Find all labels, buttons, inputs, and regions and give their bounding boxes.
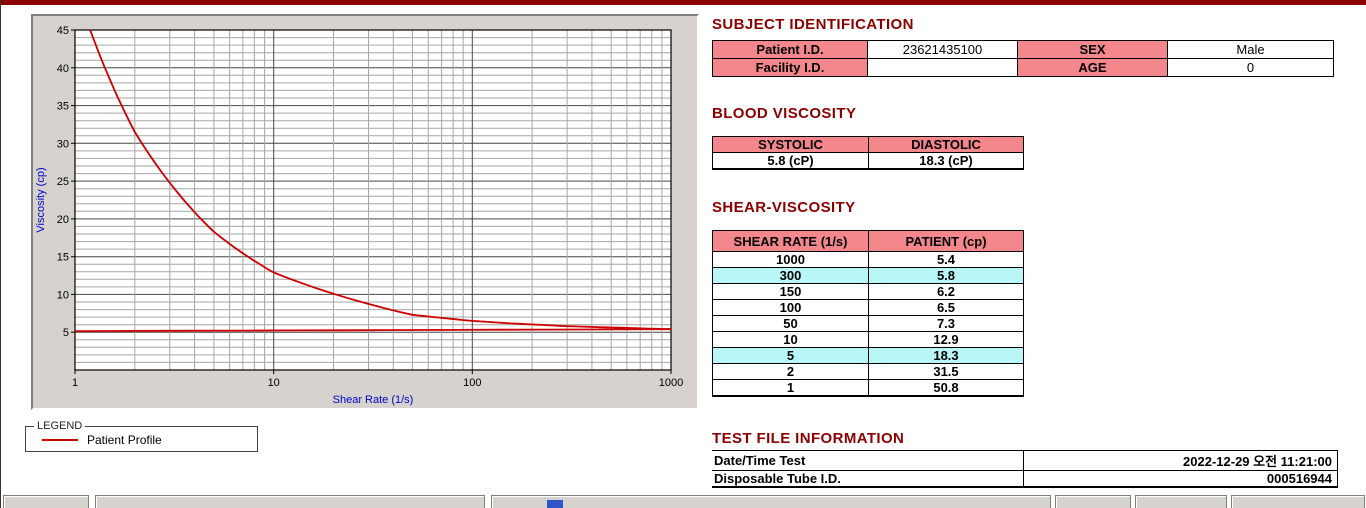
- chart-legend: LEGEND Patient Profile: [25, 420, 258, 452]
- shear-viscosity-title: SHEAR-VISCOSITY: [712, 199, 856, 216]
- table-row: Facility I.D. AGE 0: [712, 58, 1334, 77]
- table-row: Patient I.D. 23621435100 SEX Male: [712, 40, 1334, 59]
- bottom-panel: [1, 492, 1366, 508]
- table-row: Date/Time Test 2022-12-29 오전 11:21:00: [712, 450, 1338, 471]
- legend-entry-label: Patient Profile: [87, 433, 162, 447]
- svg-text:Shear Rate (1/s): Shear Rate (1/s): [333, 394, 414, 406]
- diastolic-value: 18.3 (cP): [868, 152, 1024, 170]
- viscosity-chart: 5 10 15 20 25 30 35 40 45 1 10 100 1000 Shear Rate (1…: [33, 16, 697, 408]
- patient-id-value: 23621435100: [867, 40, 1018, 59]
- svg-text:15: 15: [57, 252, 69, 264]
- date-time-test-value: 2022-12-29 오전 11:21:00: [1023, 450, 1338, 471]
- svg-text:10: 10: [268, 377, 280, 389]
- shear-value: 18.3: [868, 347, 1024, 364]
- shear-viscosity-table: SHEAR RATE (1/s) PATIENT (cp) 1000 5.4 3…: [712, 230, 1024, 397]
- patient-id-label: Patient I.D.: [712, 40, 868, 59]
- table-row: Disposable Tube I.D. 000516944: [712, 470, 1338, 488]
- shear-value: 31.5: [868, 363, 1024, 380]
- age-label: AGE: [1017, 58, 1168, 77]
- systolic-header: SYSTOLIC: [712, 136, 869, 153]
- bottom-button[interactable]: [1231, 495, 1365, 508]
- shear-viscosity-plot: 5 10 15 20 25 30 35 40 45 1 10 100 1000 Shear Rate (1…: [35, 25, 683, 406]
- svg-text:35: 35: [57, 101, 69, 113]
- svg-text:10: 10: [57, 289, 69, 301]
- table-row: 1000 5.4: [712, 251, 1024, 268]
- shear-rate-header: SHEAR RATE (1/s): [712, 230, 869, 252]
- disposable-tube-id-value: 000516944: [1023, 470, 1338, 488]
- svg-text:Viscosity (cp): Viscosity (cp): [35, 167, 47, 232]
- table-row: 10 12.9: [712, 331, 1024, 348]
- shear-value: 5.8: [868, 267, 1024, 284]
- shear-rate: 50: [712, 315, 869, 332]
- shear-rate: 1000: [712, 251, 869, 268]
- svg-text:1: 1: [72, 377, 78, 389]
- chart-panel: 5 10 15 20 25 30 35 40 45 1 10 100 1000 Shear Rate (1…: [31, 14, 699, 410]
- shear-rate: 150: [712, 283, 869, 300]
- shear-rate: 300: [712, 267, 869, 284]
- shear-rate: 100: [712, 299, 869, 316]
- legend-entry: Patient Profile: [26, 432, 257, 447]
- shear-value: 6.2: [868, 283, 1024, 300]
- table-row: SHEAR RATE (1/s) PATIENT (cp): [712, 230, 1024, 252]
- blood-viscosity-title: BLOOD VISCOSITY: [712, 105, 857, 122]
- table-row: 5 18.3: [712, 347, 1024, 364]
- shear-rate: 2: [712, 363, 869, 380]
- diastolic-header: DIASTOLIC: [868, 136, 1024, 153]
- bottom-button[interactable]: [1135, 495, 1227, 508]
- sex-value: Male: [1167, 40, 1334, 59]
- bottom-blue-icon: [547, 500, 563, 508]
- shear-value: 5.4: [868, 251, 1024, 268]
- table-row: 50 7.3: [712, 315, 1024, 332]
- shear-value: 6.5: [868, 299, 1024, 316]
- facility-id-value: [867, 58, 1018, 77]
- disposable-tube-id-label: Disposable Tube I.D.: [712, 470, 1024, 488]
- patient-cp-header: PATIENT (cp): [868, 230, 1024, 252]
- svg-text:20: 20: [57, 214, 69, 226]
- subject-identification-title: SUBJECT IDENTIFICATION: [712, 16, 914, 33]
- shear-value: 50.8: [868, 379, 1024, 397]
- table-row: 100 6.5: [712, 299, 1024, 316]
- blood-viscosity-table: SYSTOLIC DIASTOLIC 5.8 (cP) 18.3 (cP): [712, 136, 1024, 170]
- svg-text:100: 100: [463, 377, 481, 389]
- systolic-value: 5.8 (cP): [712, 152, 869, 170]
- table-row: 300 5.8: [712, 267, 1024, 284]
- bottom-button[interactable]: [491, 495, 1051, 508]
- shear-rate: 1: [712, 379, 869, 397]
- table-row: 150 6.2: [712, 283, 1024, 300]
- legend-title: LEGEND: [37, 420, 83, 432]
- shear-value: 12.9: [868, 331, 1024, 348]
- shear-value: 7.3: [868, 315, 1024, 332]
- svg-text:1000: 1000: [659, 377, 683, 389]
- table-row: 2 31.5: [712, 363, 1024, 380]
- table-row: 1 50.8: [712, 379, 1024, 397]
- bottom-button[interactable]: [1055, 495, 1131, 508]
- facility-id-label: Facility I.D.: [712, 58, 868, 77]
- bottom-button[interactable]: [3, 495, 89, 508]
- svg-text:30: 30: [57, 138, 69, 150]
- svg-text:25: 25: [57, 176, 69, 188]
- bottom-button[interactable]: [95, 495, 485, 508]
- shear-rate: 5: [712, 347, 869, 364]
- age-value: 0: [1167, 58, 1334, 77]
- sex-label: SEX: [1017, 40, 1168, 59]
- subject-identification-table: Patient I.D. 23621435100 SEX Male Facili…: [712, 40, 1334, 77]
- table-row: 5.8 (cP) 18.3 (cP): [712, 152, 1024, 170]
- svg-text:40: 40: [57, 63, 69, 75]
- top-accent-bar: [1, 0, 1366, 5]
- legend-line-sample: [42, 439, 78, 441]
- test-file-information-title: TEST FILE INFORMATION: [712, 430, 905, 447]
- shear-rate: 10: [712, 331, 869, 348]
- date-time-test-label: Date/Time Test: [712, 450, 1024, 471]
- table-row: SYSTOLIC DIASTOLIC: [712, 136, 1024, 153]
- svg-text:45: 45: [57, 25, 69, 37]
- svg-text:5: 5: [63, 327, 69, 339]
- test-file-information-table: Date/Time Test 2022-12-29 오전 11:21:00 Di…: [712, 450, 1338, 488]
